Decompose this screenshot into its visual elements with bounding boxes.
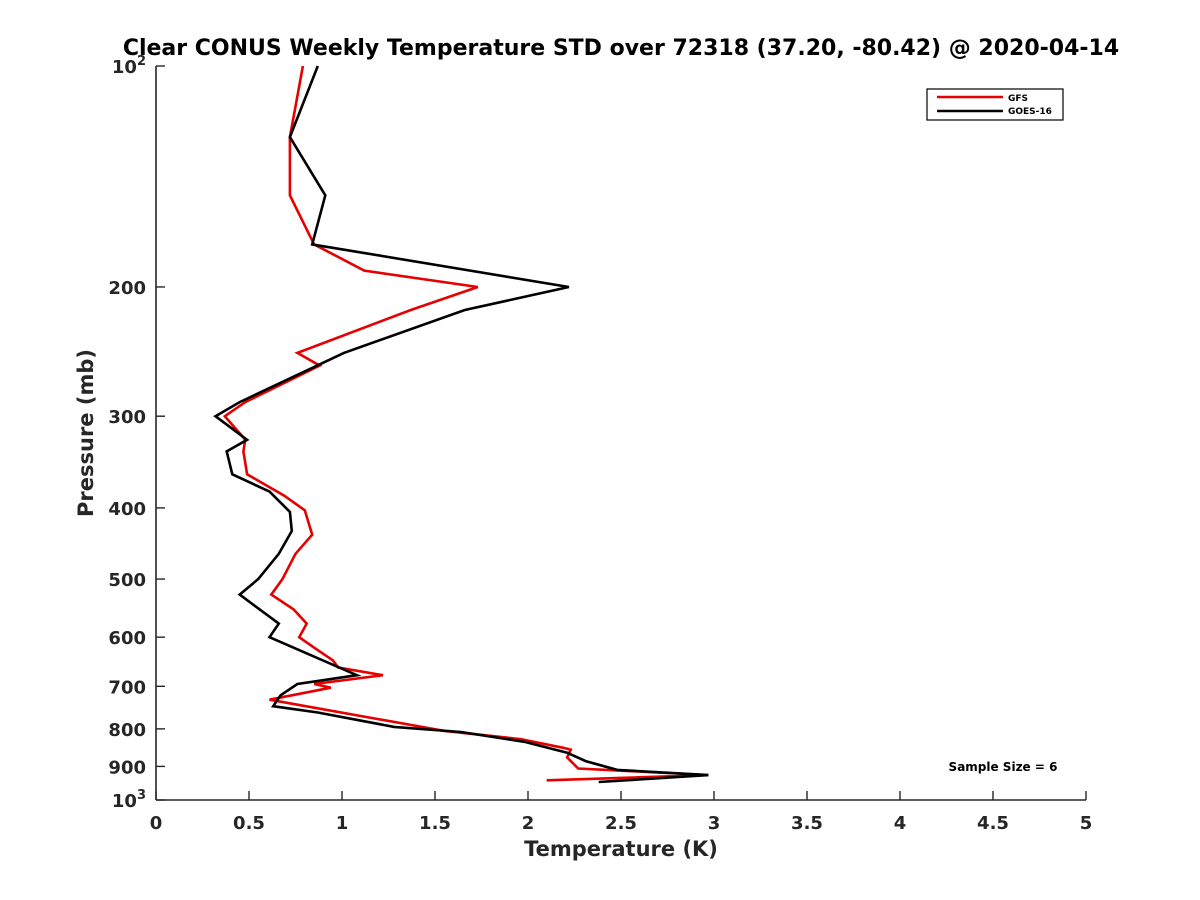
legend-box — [926, 88, 1064, 121]
y-tick-label: 200 — [108, 278, 146, 299]
x-tick-label: 1 — [336, 813, 349, 834]
y-tick-label: 400 — [108, 499, 146, 520]
y-tick-label: 103 — [112, 788, 146, 812]
y-tick-label: 900 — [108, 757, 146, 778]
x-tick-label: 5 — [1080, 813, 1093, 834]
y-tick-label: 700 — [108, 677, 146, 698]
sample-size-annotation: Sample Size = 6 — [949, 760, 1058, 774]
x-axis-ticks: 0 0.5 1 1.5 2 2.5 3 3.5 4 4.5 5 — [150, 791, 1093, 834]
y-tick-label: 800 — [108, 720, 146, 741]
y-axis-label: Pressure (mb) — [74, 349, 98, 517]
y-axis-ticks: 102 200 300 400 500 600 700 800 900 103 — [108, 54, 165, 812]
x-tick-label: 3.5 — [791, 813, 823, 834]
x-tick-label: 4.5 — [977, 813, 1009, 834]
plot-area — [156, 66, 1086, 800]
x-axis-label: Temperature (K) — [524, 837, 718, 861]
series-line-gfs — [222, 65, 709, 782]
y-tick-label: 600 — [108, 628, 146, 649]
y-tick-label: 102 — [112, 54, 146, 78]
x-tick-label: 2 — [522, 813, 535, 834]
y-tick-label: 500 — [108, 570, 146, 591]
x-tick-label: 2.5 — [605, 813, 637, 834]
y-tick-label: 300 — [108, 407, 146, 428]
x-tick-label: 0.5 — [233, 813, 265, 834]
legend: GFS GOES-16 — [926, 88, 1064, 121]
series-layer — [213, 65, 709, 784]
chart-title: Clear CONUS Weekly Temperature STD over … — [123, 36, 1119, 61]
x-tick-label: 1.5 — [419, 813, 451, 834]
legend-label-goes-16: GOES-16 — [1008, 107, 1052, 117]
x-tick-label: 3 — [708, 813, 721, 834]
x-tick-label: 4 — [894, 813, 907, 834]
x-tick-label: 0 — [150, 813, 163, 834]
legend-label-gfs: GFS — [1008, 94, 1028, 104]
